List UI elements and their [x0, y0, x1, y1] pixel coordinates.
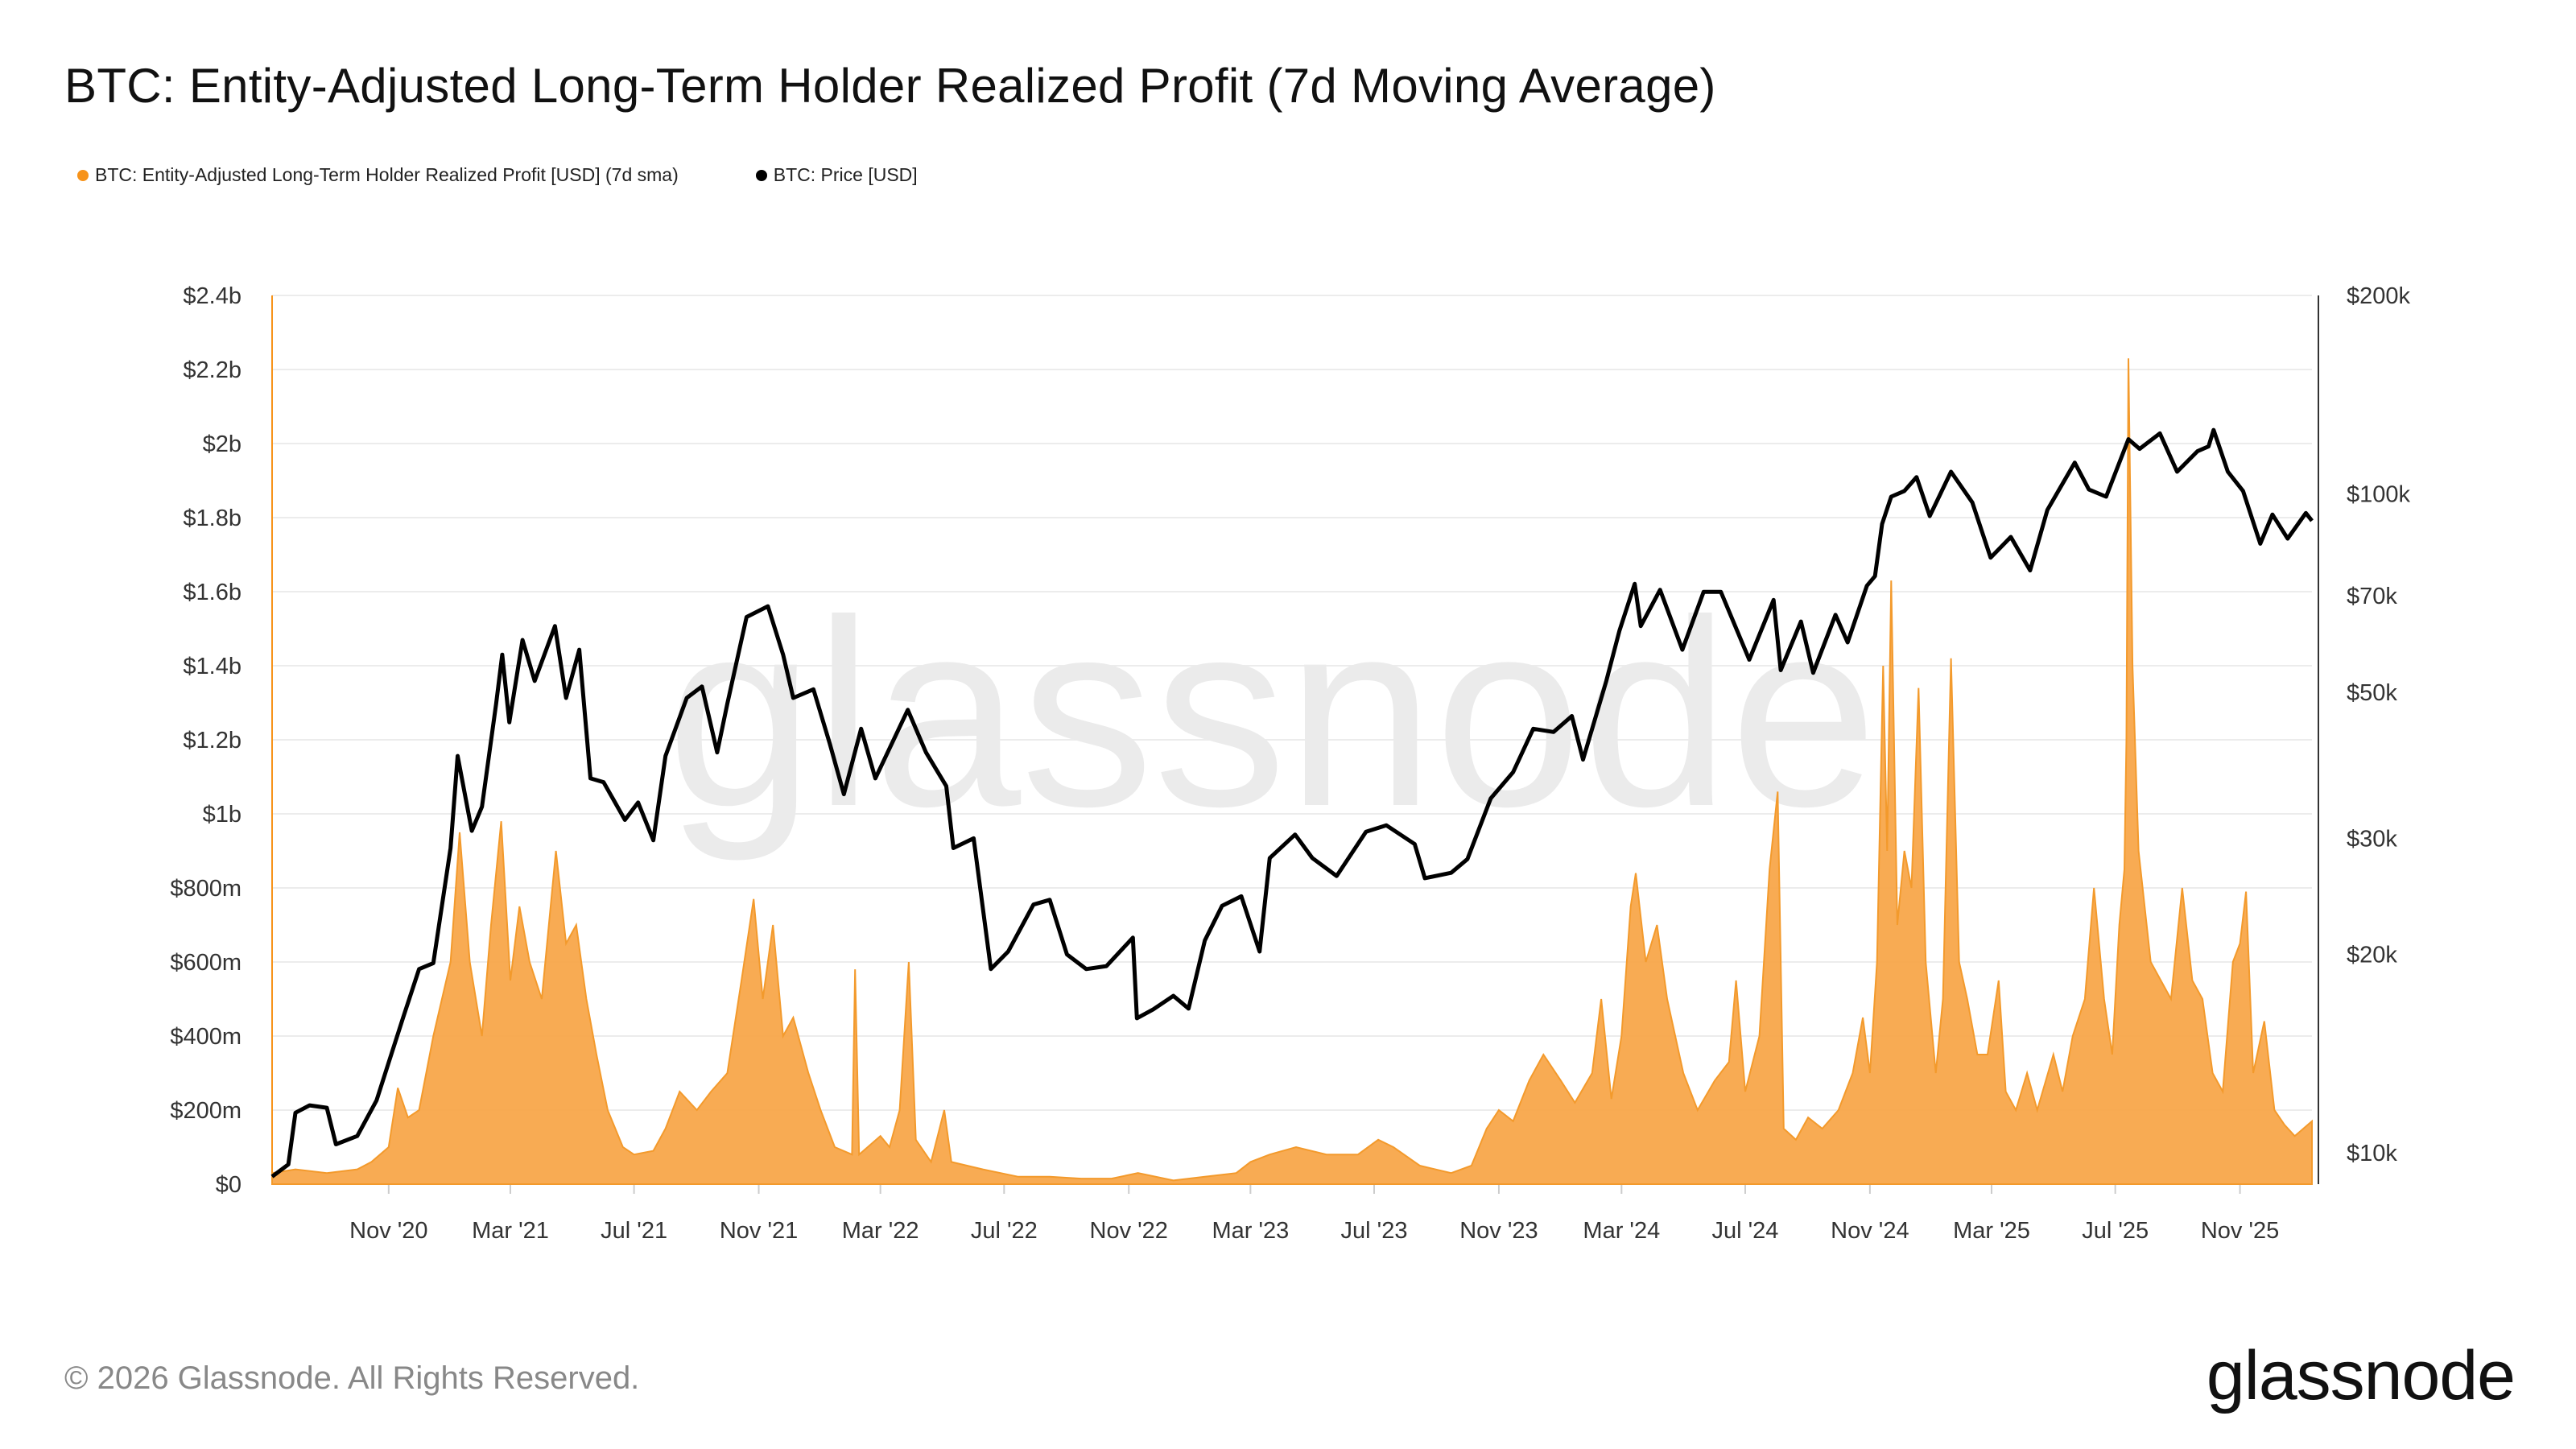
legend-dot-black	[755, 169, 767, 181]
x-axis-tick-label: Nov '23	[1459, 1218, 1538, 1244]
x-axis-tick-label: Nov '24	[1831, 1218, 1909, 1244]
right-axis-tick-label: $100k	[2347, 481, 2411, 507]
right-axis-tick-label: $20k	[2347, 943, 2397, 968]
right-axis-tick-label: $50k	[2347, 680, 2397, 706]
copyright-text: © 2026 Glassnode. All Rights Reserved.	[64, 1360, 640, 1396]
left-axis-tick-label: $400m	[170, 1024, 242, 1050]
right-axis-tick-label: $10k	[2347, 1141, 2397, 1166]
realized-profit-area	[271, 358, 2313, 1185]
legend-dot-orange	[77, 169, 89, 181]
left-axis-tick-label: $0	[216, 1172, 242, 1198]
x-axis-tick-label: Nov '21	[720, 1218, 798, 1244]
x-axis-tick-label: Nov '20	[349, 1218, 427, 1244]
price-line	[270, 427, 2314, 1179]
legend: BTC: Entity-Adjusted Long-Term Holder Re…	[77, 164, 918, 186]
right-axis-tick-label: $70k	[2347, 584, 2397, 609]
watermark: glassnode	[667, 564, 1878, 863]
left-axis-tick-label: $1.4b	[183, 654, 242, 679]
x-axis-tick-label: Jul '22	[971, 1218, 1038, 1244]
left-axis-tick-label: $800m	[170, 876, 242, 902]
x-axis-tick-label: Nov '25	[2201, 1218, 2279, 1244]
x-axis-tick-label: Nov '22	[1090, 1218, 1168, 1244]
legend-item-realized-profit[interactable]: BTC: Entity-Adjusted Long-Term Holder Re…	[77, 164, 679, 186]
x-axis-tick-label: Jul '21	[601, 1218, 667, 1244]
x-axis-tick-label: Mar '21	[472, 1218, 549, 1244]
x-axis-tick-label: Jul '24	[1712, 1218, 1779, 1244]
left-axis-tick-label: $200m	[170, 1098, 242, 1124]
glassnode-logo: glassnode	[2206, 1337, 2516, 1414]
left-axis-tick-label: $2.2b	[183, 357, 242, 383]
legend-label: BTC: Entity-Adjusted Long-Term Holder Re…	[95, 164, 679, 185]
left-axis-tick-label: $1b	[203, 802, 242, 828]
right-axis-tick-label: $200k	[2347, 283, 2411, 309]
chart-title: BTC: Entity-Adjusted Long-Term Holder Re…	[64, 59, 1716, 113]
left-axis-tick-label: $600m	[170, 950, 242, 976]
x-axis-tick-label: Mar '23	[1212, 1218, 1289, 1244]
legend-label: BTC: Price [USD]	[773, 164, 918, 185]
right-axis-tick-label: $30k	[2347, 826, 2397, 852]
left-axis-tick-label: $1.2b	[183, 728, 242, 753]
x-axis-tick-label: Mar '25	[1953, 1218, 2030, 1244]
x-axis-tick-label: Mar '22	[842, 1218, 919, 1244]
left-axis-tick-label: $2b	[203, 431, 242, 457]
x-axis-tick-label: Mar '24	[1583, 1218, 1660, 1244]
legend-item-price[interactable]: BTC: Price [USD]	[755, 164, 918, 186]
left-axis-tick-label: $1.6b	[183, 580, 242, 605]
left-axis-tick-label: $1.8b	[183, 506, 242, 531]
left-axis-tick-label: $2.4b	[183, 283, 242, 309]
x-axis-tick-label: Jul '23	[1341, 1218, 1408, 1244]
x-axis-tick-label: Jul '25	[2082, 1218, 2149, 1244]
